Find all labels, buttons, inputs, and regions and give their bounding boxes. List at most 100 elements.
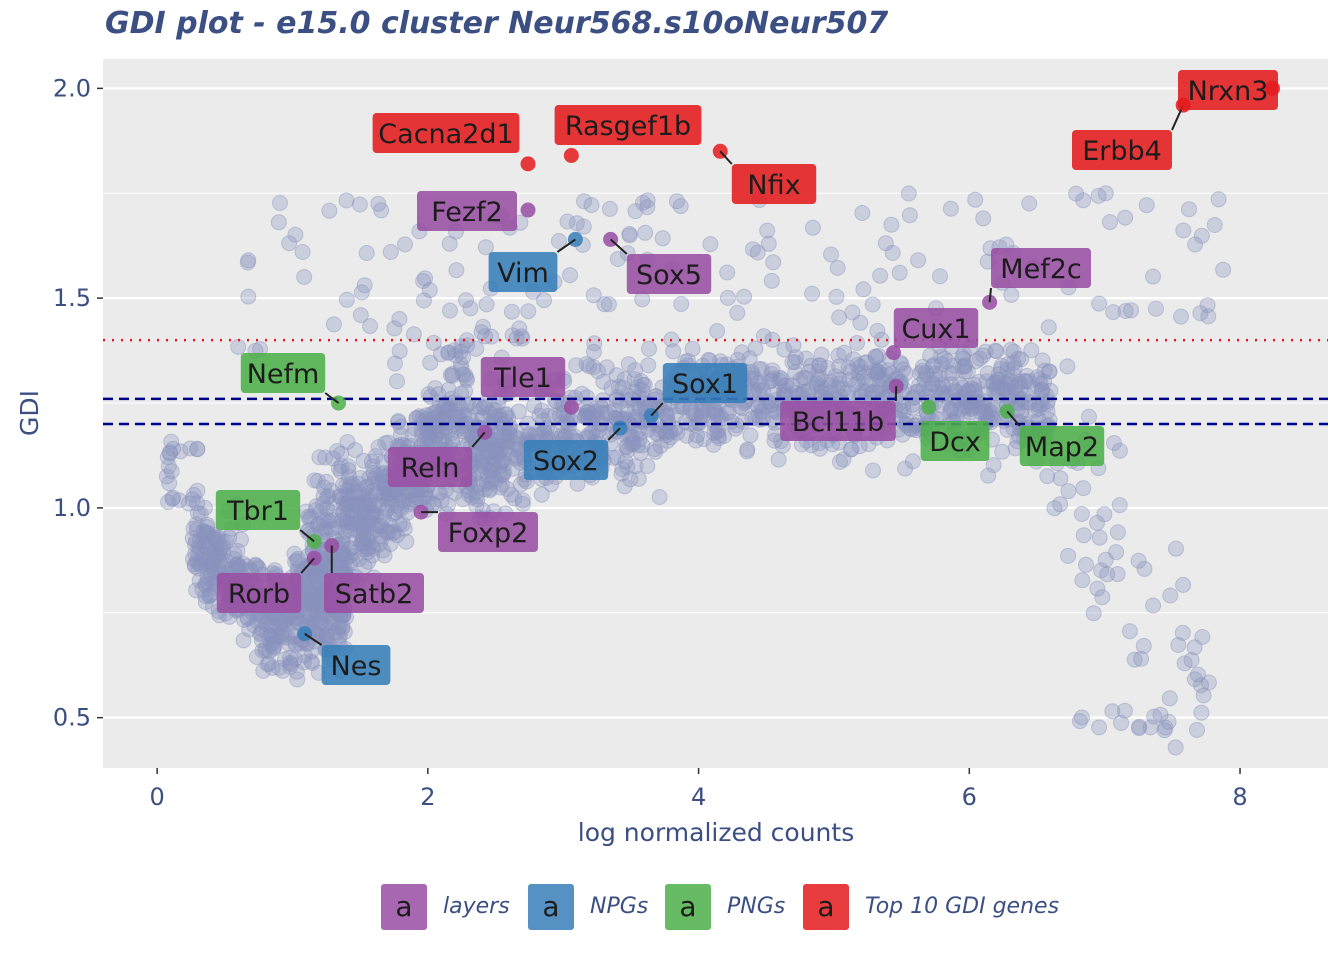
background-point bbox=[202, 547, 219, 564]
background-point bbox=[1002, 341, 1019, 358]
background-point bbox=[581, 405, 598, 422]
background-point bbox=[1116, 702, 1133, 719]
legend-label: layers bbox=[443, 894, 510, 919]
background-point bbox=[742, 427, 759, 444]
background-point bbox=[985, 375, 1002, 392]
background-point bbox=[340, 513, 357, 530]
background-point bbox=[619, 438, 636, 455]
background-point bbox=[377, 502, 394, 519]
background-point bbox=[185, 551, 201, 568]
background-point bbox=[593, 399, 610, 416]
background-point bbox=[355, 488, 372, 505]
background-point bbox=[1133, 650, 1150, 667]
background-point bbox=[1033, 384, 1050, 401]
background-point bbox=[810, 371, 827, 388]
background-point bbox=[333, 546, 350, 562]
background-point bbox=[485, 414, 501, 431]
background-point bbox=[206, 544, 223, 560]
background-point bbox=[382, 517, 399, 534]
background-point bbox=[639, 192, 656, 209]
background-point bbox=[240, 252, 257, 269]
background-point bbox=[942, 403, 959, 420]
background-point bbox=[1016, 373, 1033, 389]
background-point bbox=[254, 621, 271, 638]
background-point bbox=[433, 404, 450, 421]
background-point bbox=[350, 475, 367, 492]
background-point bbox=[319, 488, 336, 505]
background-point bbox=[367, 470, 383, 487]
background-point bbox=[363, 505, 380, 522]
background-point bbox=[904, 396, 921, 413]
background-point bbox=[608, 367, 625, 384]
background-point bbox=[971, 350, 988, 367]
background-point bbox=[988, 385, 1005, 402]
background-point bbox=[955, 350, 972, 367]
background-point bbox=[161, 475, 178, 492]
background-point bbox=[749, 244, 766, 261]
background-point bbox=[478, 473, 495, 490]
background-point bbox=[491, 437, 508, 454]
background-point bbox=[741, 350, 758, 367]
background-point bbox=[1029, 369, 1046, 386]
background-point bbox=[336, 624, 353, 640]
background-point bbox=[289, 552, 306, 569]
background-point bbox=[427, 427, 444, 444]
background-point bbox=[1099, 566, 1116, 583]
background-point bbox=[197, 533, 214, 550]
background-point bbox=[619, 458, 636, 475]
background-point bbox=[1074, 572, 1091, 589]
background-point bbox=[1192, 305, 1209, 322]
background-point bbox=[334, 490, 351, 507]
background-point bbox=[368, 507, 385, 524]
background-point bbox=[345, 515, 362, 532]
background-point bbox=[999, 356, 1016, 373]
background-point bbox=[877, 235, 894, 252]
background-point bbox=[575, 218, 592, 235]
background-point bbox=[1046, 500, 1063, 517]
background-point bbox=[194, 581, 211, 598]
background-point bbox=[1138, 197, 1155, 214]
background-point bbox=[486, 441, 503, 458]
background-point bbox=[338, 291, 355, 308]
background-point bbox=[924, 376, 941, 393]
background-point bbox=[204, 530, 221, 546]
background-point bbox=[446, 342, 463, 359]
legend-glyph: a bbox=[817, 890, 835, 923]
background-point bbox=[305, 597, 322, 614]
background-point bbox=[867, 349, 884, 366]
background-point bbox=[417, 270, 434, 287]
background-point bbox=[335, 504, 352, 521]
background-point bbox=[1200, 674, 1217, 691]
background-point bbox=[787, 349, 804, 366]
background-point bbox=[660, 413, 677, 430]
background-point bbox=[320, 488, 337, 505]
x-tick-label: 8 bbox=[1232, 783, 1247, 811]
background-point bbox=[486, 450, 502, 467]
background-point bbox=[206, 550, 223, 566]
background-point bbox=[325, 450, 341, 467]
background-point bbox=[282, 656, 299, 673]
background-point bbox=[197, 537, 214, 554]
background-point bbox=[348, 510, 365, 527]
background-point bbox=[720, 404, 737, 421]
background-point bbox=[427, 413, 444, 430]
background-point bbox=[983, 405, 1000, 422]
background-point bbox=[723, 413, 740, 430]
background-point bbox=[854, 205, 871, 221]
background-point bbox=[228, 557, 245, 574]
background-point bbox=[356, 535, 372, 552]
background-point bbox=[483, 474, 500, 491]
background-point bbox=[579, 404, 596, 420]
background-point bbox=[751, 360, 768, 377]
background-point bbox=[880, 367, 897, 383]
background-point bbox=[600, 296, 617, 313]
background-point bbox=[475, 448, 492, 465]
background-point bbox=[204, 545, 221, 562]
background-point bbox=[973, 396, 990, 413]
background-point bbox=[932, 268, 948, 285]
background-point bbox=[855, 281, 872, 298]
background-point bbox=[1174, 624, 1191, 641]
background-point bbox=[326, 624, 343, 641]
background-point bbox=[326, 519, 343, 536]
background-point bbox=[307, 568, 324, 585]
